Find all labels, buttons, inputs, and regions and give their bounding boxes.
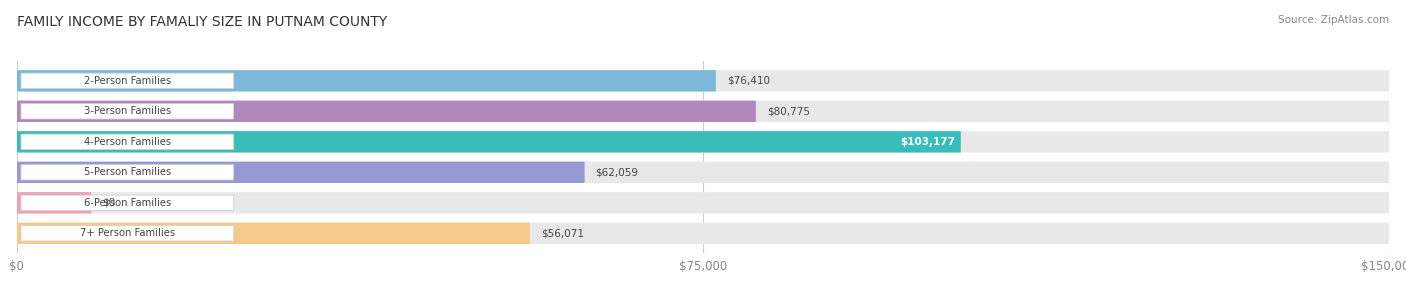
FancyBboxPatch shape <box>17 101 1389 122</box>
FancyBboxPatch shape <box>21 73 233 88</box>
FancyBboxPatch shape <box>21 195 233 210</box>
Text: 5-Person Families: 5-Person Families <box>84 167 172 177</box>
FancyBboxPatch shape <box>17 70 1389 92</box>
Text: $0: $0 <box>103 198 115 208</box>
FancyBboxPatch shape <box>21 226 233 241</box>
FancyBboxPatch shape <box>17 223 1389 244</box>
Text: $62,059: $62,059 <box>596 167 638 177</box>
FancyBboxPatch shape <box>17 192 91 214</box>
Text: $56,071: $56,071 <box>541 228 583 238</box>
Text: FAMILY INCOME BY FAMALIY SIZE IN PUTNAM COUNTY: FAMILY INCOME BY FAMALIY SIZE IN PUTNAM … <box>17 15 387 29</box>
Text: 3-Person Families: 3-Person Families <box>84 106 172 116</box>
Text: 6-Person Families: 6-Person Families <box>84 198 172 208</box>
Text: Source: ZipAtlas.com: Source: ZipAtlas.com <box>1278 15 1389 25</box>
FancyBboxPatch shape <box>17 162 585 183</box>
Text: 2-Person Families: 2-Person Families <box>84 76 172 86</box>
FancyBboxPatch shape <box>17 131 1389 152</box>
Text: 4-Person Families: 4-Person Families <box>84 137 172 147</box>
Text: $103,177: $103,177 <box>900 137 955 147</box>
Text: 7+ Person Families: 7+ Person Families <box>80 228 174 238</box>
Text: $80,775: $80,775 <box>766 106 810 116</box>
FancyBboxPatch shape <box>21 134 233 149</box>
FancyBboxPatch shape <box>17 192 1389 214</box>
FancyBboxPatch shape <box>17 131 960 152</box>
Text: $76,410: $76,410 <box>727 76 770 86</box>
FancyBboxPatch shape <box>17 101 756 122</box>
FancyBboxPatch shape <box>17 70 716 92</box>
FancyBboxPatch shape <box>17 223 530 244</box>
FancyBboxPatch shape <box>17 162 1389 183</box>
FancyBboxPatch shape <box>21 104 233 119</box>
FancyBboxPatch shape <box>21 165 233 180</box>
